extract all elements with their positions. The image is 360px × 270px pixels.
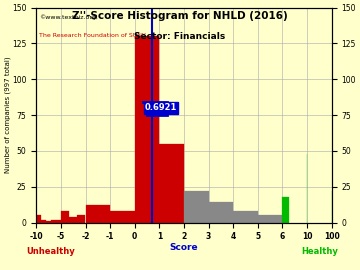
Bar xyxy=(46,221,51,222)
Bar xyxy=(110,211,135,222)
Bar xyxy=(61,211,69,222)
Bar xyxy=(77,215,85,222)
Bar xyxy=(184,191,208,222)
Text: Unhealthy: Unhealthy xyxy=(27,247,75,256)
Bar xyxy=(56,220,61,222)
X-axis label: Score: Score xyxy=(170,243,198,252)
Bar xyxy=(135,36,159,222)
Text: 0.6921: 0.6921 xyxy=(145,103,177,112)
Y-axis label: Number of companies (997 total): Number of companies (997 total) xyxy=(4,57,11,173)
Bar xyxy=(41,220,46,222)
Bar xyxy=(51,220,56,222)
Text: The Research Foundation of SUNY: The Research Foundation of SUNY xyxy=(39,33,146,38)
Text: ©www.textbiz.org,: ©www.textbiz.org, xyxy=(39,14,98,20)
Bar xyxy=(258,215,282,222)
Text: Healthy: Healthy xyxy=(301,247,338,256)
Bar xyxy=(69,217,77,222)
Text: Sector: Financials: Sector: Financials xyxy=(134,32,226,41)
Bar xyxy=(159,144,184,222)
Bar xyxy=(233,211,258,222)
Text: Z''-Score Histogram for NHLD (2016): Z''-Score Histogram for NHLD (2016) xyxy=(72,11,288,21)
Bar xyxy=(86,205,110,222)
Bar xyxy=(36,215,41,222)
Bar xyxy=(208,202,233,222)
Bar xyxy=(282,197,289,222)
